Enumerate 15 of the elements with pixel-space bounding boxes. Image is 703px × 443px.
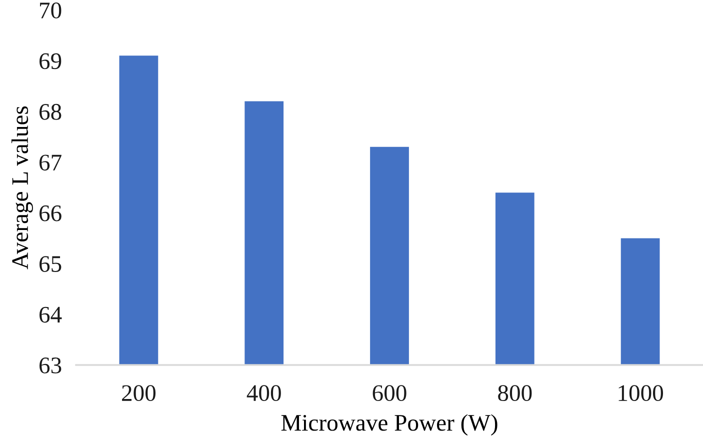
y-tick-label: 65	[40, 256, 62, 272]
x-axis-title: Microwave Power (W)	[281, 414, 498, 436]
y-tick-label: 64	[40, 306, 62, 323]
x-tick-label: 200	[122, 385, 156, 402]
x-tick-label: 800	[498, 385, 532, 402]
y-tick-label: 63	[40, 358, 62, 374]
y-tick-label: 67	[40, 154, 62, 171]
y-tick-label: 70	[40, 2, 62, 18]
y-tick-label: 68	[40, 104, 62, 120]
y-axis-title: Average L values	[11, 106, 33, 270]
x-tick-label: 400	[246, 385, 281, 402]
y-tick-label: 69	[40, 53, 62, 70]
x-tick-label: 1000	[618, 385, 664, 402]
y-tick-label: 66	[40, 205, 62, 222]
x-tick-label: 600	[372, 385, 406, 402]
